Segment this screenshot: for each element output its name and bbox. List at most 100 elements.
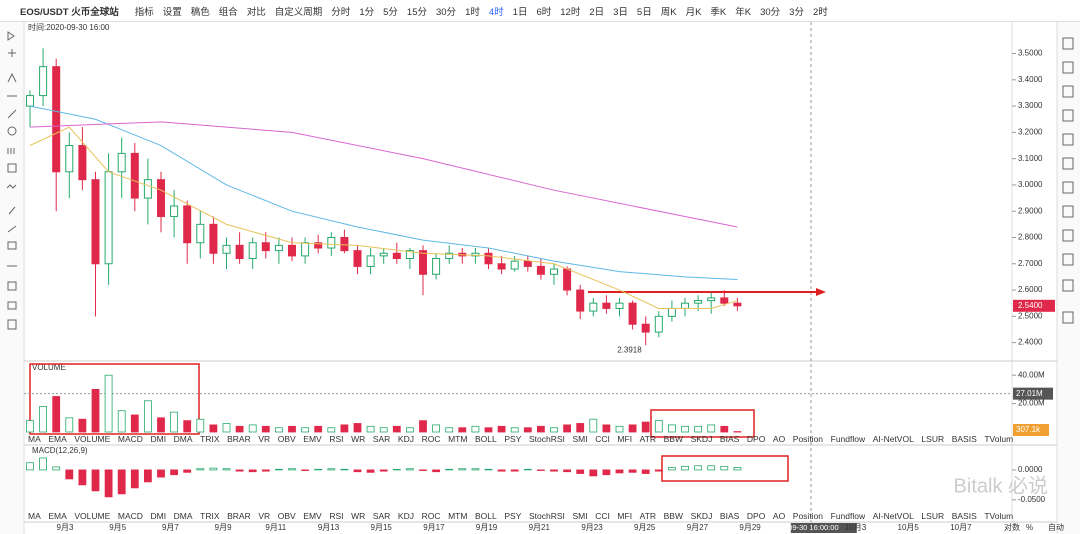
indicator-tab[interactable]: OBV [277, 511, 296, 521]
indicator-tab[interactable]: MTM [448, 511, 468, 521]
indicator-tab[interactable]: Fundflow [830, 511, 866, 521]
indicator-tab[interactable]: AO [772, 434, 786, 444]
indicator-tab[interactable]: Position [792, 434, 824, 444]
indicator-tab[interactable]: BOLL [475, 511, 497, 521]
indicator-tab[interactable]: ATR [639, 434, 657, 444]
toolbar-button[interactable]: 设置 [162, 6, 182, 18]
period-button[interactable]: 1日 [512, 6, 528, 18]
period-button[interactable]: 年K [735, 6, 752, 18]
period-button[interactable]: 12时 [560, 6, 581, 18]
indicator-tab[interactable]: MTM [448, 434, 468, 444]
indicator-tab[interactable]: AI-NetVOL [872, 434, 914, 444]
indicator-tab[interactable]: KDJ [397, 511, 414, 521]
indicator-tab[interactable]: DMI [150, 511, 167, 521]
indicator-tab[interactable]: MACD [117, 511, 143, 521]
indicator-tab[interactable]: Fundflow [830, 434, 866, 444]
indicator-tab[interactable]: SKDJ [690, 511, 713, 521]
tool-icons[interactable] [6, 31, 17, 330]
indicator-tab[interactable]: DPO [746, 434, 766, 444]
period-button[interactable]: 月K [685, 6, 702, 18]
toolbar-button[interactable]: 指标 [134, 6, 154, 18]
indicator-tab[interactable]: VOLUME [74, 434, 111, 444]
indicator-tab[interactable]: WR [351, 434, 366, 444]
period-button[interactable]: 周K [660, 6, 677, 18]
indicator-tab[interactable]: ROC [421, 434, 441, 444]
indicator-tab[interactable]: VR [258, 434, 271, 444]
indicator-tab[interactable]: PSY [504, 511, 522, 521]
period-button[interactable]: 季K [710, 6, 727, 18]
indicator-tab[interactable]: ATR [639, 511, 657, 521]
indicator-tab[interactable]: TRIX [200, 434, 220, 444]
indicator-tab[interactable]: BOLL [475, 434, 497, 444]
axis-option[interactable]: 对数 [1004, 522, 1020, 532]
indicator-tab[interactable]: BRAR [227, 434, 251, 444]
indicator-tab[interactable]: EMV [303, 434, 322, 444]
indicator-tab[interactable]: TVolume [984, 511, 1013, 521]
indicator-tab[interactable]: DMI [150, 434, 167, 444]
indicator-tab[interactable]: MA [28, 434, 41, 444]
indicator-tab[interactable]: BIAS [719, 511, 740, 521]
indicator-tab[interactable]: WR [351, 511, 366, 521]
indicator-tab[interactable]: LSUR [921, 434, 945, 444]
indicator-tab[interactable]: AO [772, 511, 786, 521]
indicator-tab[interactable]: KDJ [397, 434, 414, 444]
indicator-tab[interactable]: VOLUME [74, 511, 111, 521]
indicator-tab[interactable]: SAR [372, 511, 391, 521]
indicator-tab[interactable]: BBW [663, 511, 683, 521]
period-button[interactable]: 分时 [331, 6, 351, 18]
period-button[interactable]: 3分 [789, 6, 804, 18]
period-button[interactable]: 30分 [435, 6, 457, 18]
period-button[interactable]: 5日 [636, 6, 652, 18]
toolbar-button[interactable]: 组合 [218, 6, 238, 18]
indicator-tab[interactable]: CCI [595, 434, 610, 444]
toolbar-button[interactable]: 对比 [246, 6, 266, 18]
indicator-tab[interactable]: SAR [372, 434, 391, 444]
period-button[interactable]: 30分 [760, 6, 781, 18]
indicator-tab[interactable]: EMV [303, 511, 322, 521]
indicator-tab[interactable]: StochRSI [528, 511, 565, 521]
period-button[interactable]: 2时 [812, 6, 828, 18]
indicator-tab[interactable]: DMA [173, 511, 193, 521]
indicator-tab[interactable]: RSI [329, 511, 344, 521]
indicator-tab[interactable]: PSY [504, 434, 522, 444]
indicator-tab[interactable]: BBW [663, 434, 683, 444]
period-button[interactable]: 5分 [383, 6, 398, 18]
indicator-tab[interactable]: Position [792, 511, 824, 521]
indicator-tab[interactable]: MACD [117, 434, 143, 444]
indicator-tab[interactable]: EMA [48, 434, 67, 444]
symbol[interactable]: EOS/USDT 火币全球站 [20, 6, 119, 18]
indicator-tab[interactable]: DPO [746, 511, 766, 521]
indicator-tab[interactable]: SKDJ [690, 434, 713, 444]
indicator-tab[interactable]: MA [28, 511, 41, 521]
period-button[interactable]: 6时 [536, 6, 552, 18]
side-icons[interactable] [1062, 37, 1074, 324]
axis-option[interactable]: % [1026, 523, 1033, 532]
toolbar-button[interactable]: 自定义周期 [274, 6, 323, 18]
indicator-tab[interactable]: AI-NetVOL [872, 511, 914, 521]
period-button[interactable]: 1分 [359, 6, 375, 18]
indicator-tab[interactable]: EMA [48, 511, 67, 521]
indicator-tab[interactable]: TVolume [984, 434, 1013, 444]
period-button[interactable]: 1时 [465, 6, 480, 18]
indicator-tab[interactable]: MFI [617, 511, 633, 521]
indicator-tab[interactable]: VR [258, 511, 271, 521]
period-button[interactable]: 2日 [589, 6, 605, 18]
indicator-tab[interactable]: BRAR [227, 511, 251, 521]
axis-option[interactable]: 自动 [1048, 522, 1064, 532]
indicator-tab[interactable]: RSI [329, 434, 344, 444]
indicator-tab[interactable]: BASIS [951, 434, 977, 444]
period-button[interactable]: 3日 [613, 6, 628, 18]
period-button[interactable]: 4时 [488, 6, 504, 18]
indicator-tab[interactable]: CCI [595, 511, 610, 521]
indicator-tab[interactable]: TRIX [200, 511, 220, 521]
period-button[interactable]: 15分 [406, 6, 427, 18]
indicator-tab[interactable]: LSUR [921, 511, 945, 521]
indicator-tab[interactable]: MFI [617, 434, 633, 444]
indicator-tab[interactable]: SMI [572, 434, 588, 444]
indicator-tab[interactable]: ROC [421, 511, 441, 521]
indicator-tab[interactable]: BIAS [719, 434, 740, 444]
indicator-tab[interactable]: SMI [572, 511, 588, 521]
toolbar-button[interactable]: 稿色 [190, 6, 210, 18]
indicator-tab[interactable]: StochRSI [528, 434, 565, 444]
indicator-tab[interactable]: DMA [173, 434, 193, 444]
